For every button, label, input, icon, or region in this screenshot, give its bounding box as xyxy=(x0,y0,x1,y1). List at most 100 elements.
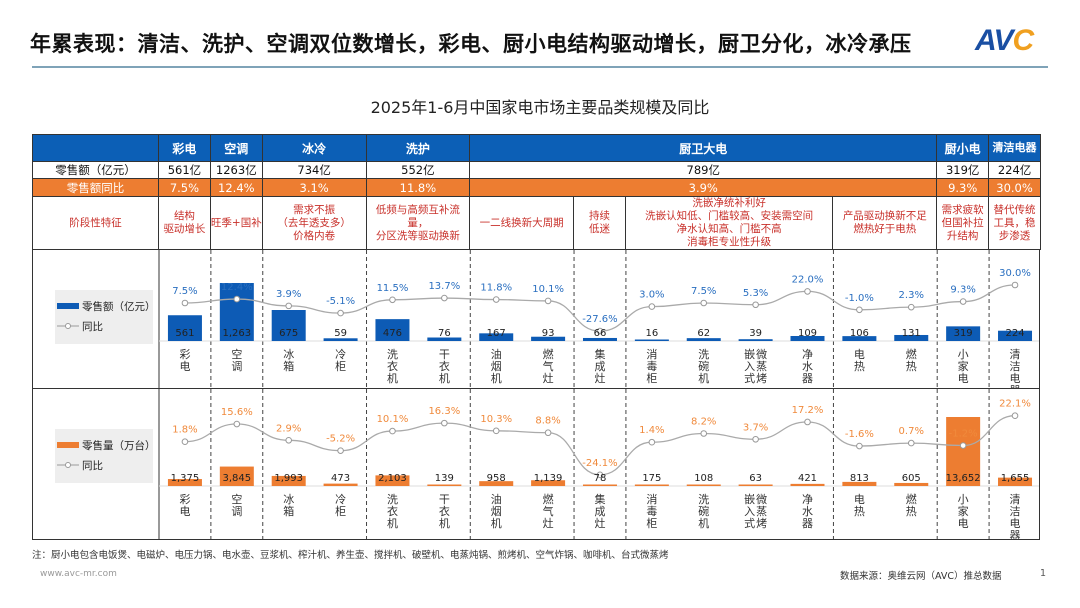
yoy-point xyxy=(700,430,708,437)
value-label: 63 xyxy=(749,473,762,484)
category-label: 洗衣机 xyxy=(387,348,398,385)
category-label: 电热 xyxy=(854,348,865,373)
yoy-point xyxy=(389,427,396,435)
svg-text:干: 干 xyxy=(439,348,450,361)
yoy-label: -1.2% xyxy=(949,429,978,440)
bar xyxy=(686,484,721,486)
yoy-label: -5.2% xyxy=(326,434,355,445)
bar xyxy=(375,319,410,341)
category-summary-table: 彩电 空调 冰冷 洗护 厨卫大电 厨小电 清洁电器 零售额（亿元） 561亿 1… xyxy=(32,134,1041,250)
svg-text:洗: 洗 xyxy=(698,348,709,361)
category-label: 空调 xyxy=(231,492,242,518)
yoy-point xyxy=(544,429,552,437)
value-label: 1,263 xyxy=(222,328,251,339)
svg-text:机: 机 xyxy=(439,516,450,530)
value-label: 1,993 xyxy=(274,473,303,484)
svg-text:电: 电 xyxy=(854,493,865,506)
yoy-label: 15.6% xyxy=(221,407,253,418)
svg-text:衣: 衣 xyxy=(439,504,450,518)
value-label: 1,655 xyxy=(1001,473,1030,484)
yoy-point xyxy=(544,297,552,305)
yoy-label: 零售额同比 xyxy=(32,178,159,197)
yoy-cell: 3.1% xyxy=(261,178,367,197)
value-label: 675 xyxy=(279,328,298,339)
value-label: 561 xyxy=(175,328,194,339)
yoy-point xyxy=(233,420,241,428)
amount-cell: 734亿 xyxy=(261,161,367,179)
feature-cell: 需求不振 （去年透支多） 价格内卷 xyxy=(261,196,367,250)
svg-text:小: 小 xyxy=(958,493,969,506)
svg-text:微: 微 xyxy=(756,347,767,361)
yoy-label: 7.5% xyxy=(172,286,197,297)
yoy-point xyxy=(804,418,811,426)
svg-text:热: 热 xyxy=(854,505,865,518)
svg-text:热: 热 xyxy=(906,505,917,518)
bar xyxy=(582,484,617,486)
page-title: 年累表现：清洁、洗护、空调双位数增长，彩电、厨小电结构驱动增长，厨卫分化，冰冷承… xyxy=(30,32,912,56)
website-link[interactable]: www.avc-mr.com xyxy=(40,569,117,579)
svg-text:净: 净 xyxy=(802,492,813,506)
legend-line-marker xyxy=(65,323,71,329)
bar xyxy=(686,338,721,341)
yoy-point xyxy=(441,294,448,302)
yoy-cell: 11.8% xyxy=(365,178,471,197)
svg-text:彩: 彩 xyxy=(179,493,190,506)
feature-cell: 洗嵌净统补利好 洗嵌认知低、门槛较高、安装需空间 净水认知高、门槛不高 消毒柜专业性升… xyxy=(624,196,834,250)
bar xyxy=(167,315,202,341)
feature-cell: 低频与高频互补流量， 分区洗等驱动换新 xyxy=(365,196,471,250)
svg-text:机: 机 xyxy=(491,371,502,385)
svg-text:毒: 毒 xyxy=(646,505,657,518)
value-label: 473 xyxy=(331,473,350,484)
svg-text:洗: 洗 xyxy=(387,493,398,506)
yoy-label: 16.3% xyxy=(428,406,460,417)
yoy-point xyxy=(181,438,189,445)
yoy-label: 10.1% xyxy=(532,284,564,295)
svg-text:入: 入 xyxy=(744,505,755,518)
bar xyxy=(531,336,566,341)
svg-text:柜: 柜 xyxy=(646,517,657,530)
bar xyxy=(998,330,1033,341)
svg-text:调: 调 xyxy=(231,505,242,518)
header-qingjie: 清洁电器 xyxy=(988,134,1041,162)
yoy-point xyxy=(752,301,759,309)
svg-text:机: 机 xyxy=(439,371,450,385)
yoy-label: 11.5% xyxy=(377,283,409,294)
bar xyxy=(946,417,981,486)
svg-text:冰: 冰 xyxy=(283,348,294,361)
category-label: 冰箱 xyxy=(283,493,294,518)
amount-label: 零售额（亿元） xyxy=(32,161,159,179)
yoy-label: 8.8% xyxy=(535,416,560,427)
amount-cell: 224亿 xyxy=(988,161,1041,179)
legend-line-label: 同比 xyxy=(82,459,103,472)
bar xyxy=(323,338,358,341)
svg-text:冰: 冰 xyxy=(283,493,294,506)
bar xyxy=(167,479,202,486)
svg-text:入: 入 xyxy=(744,360,755,373)
value-label: 62 xyxy=(697,328,710,339)
bar xyxy=(634,484,669,486)
yoy-point xyxy=(596,327,604,335)
svg-text:箱: 箱 xyxy=(283,504,294,518)
svg-text:燃: 燃 xyxy=(906,492,917,506)
yoy-label: 1.4% xyxy=(639,425,664,436)
yoy-point xyxy=(907,303,915,311)
svg-text:微: 微 xyxy=(756,492,767,506)
value-label: 958 xyxy=(487,473,506,484)
header-caidian: 彩电 xyxy=(158,134,211,162)
value-label: 476 xyxy=(383,328,402,339)
legend-bar-label: 零售量（万台） xyxy=(82,439,156,452)
amount-row: 零售额（亿元） 561亿 1263亿 734亿 552亿 789亿 319亿 2… xyxy=(32,161,1041,179)
svg-text:成: 成 xyxy=(594,505,605,518)
category-label: 干衣机 xyxy=(439,493,450,530)
category-label: 洗碗机 xyxy=(698,348,709,385)
bar xyxy=(842,481,877,486)
yoy-label: 2.3% xyxy=(899,290,924,301)
category-label: 洗碗机 xyxy=(698,493,709,530)
bar xyxy=(998,477,1033,486)
category-label: 冷柜 xyxy=(335,348,346,373)
svg-text:烤: 烤 xyxy=(756,516,767,530)
value-label: 175 xyxy=(642,473,661,484)
yoy-cell: 7.5% xyxy=(158,178,211,197)
